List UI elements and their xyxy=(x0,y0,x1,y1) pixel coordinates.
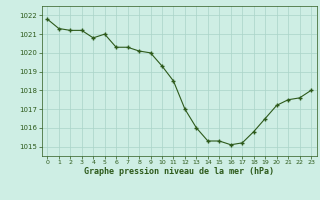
X-axis label: Graphe pression niveau de la mer (hPa): Graphe pression niveau de la mer (hPa) xyxy=(84,167,274,176)
